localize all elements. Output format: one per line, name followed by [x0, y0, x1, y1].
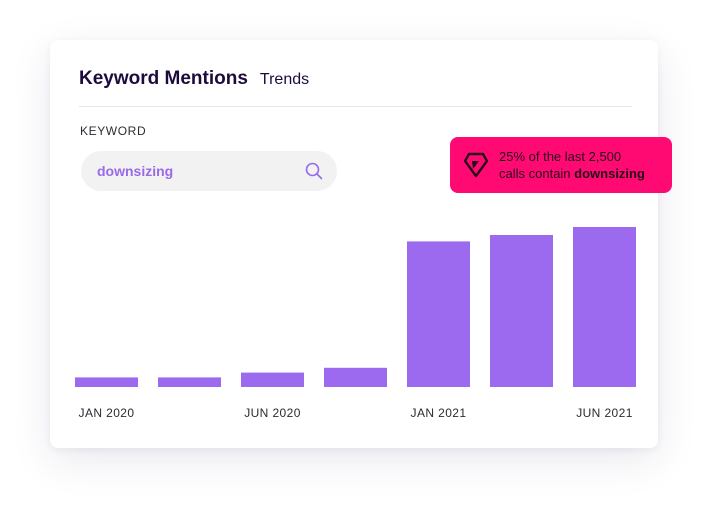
x-tick-label: JAN 2021 — [411, 406, 467, 420]
card-header: Keyword Mentions Trends — [79, 68, 309, 90]
chart-bars — [75, 227, 636, 387]
keyword-stat-callout: 25% of the last 2,500 calls contain down… — [450, 137, 672, 193]
chart-x-ticks: JAN 2020 JUN 2020 JAN 2021 JUN 2021 — [79, 406, 633, 420]
keyword-mentions-card: Keyword Mentions Trends KEYWORD downsizi… — [50, 40, 672, 448]
keyword-label: KEYWORD — [80, 124, 147, 138]
bar-5 — [407, 241, 470, 387]
bar-6 — [490, 235, 553, 387]
search-icon[interactable] — [305, 162, 323, 180]
header-divider — [79, 106, 632, 107]
x-tick-label: JAN 2020 — [79, 406, 135, 420]
callout-keyword: downsizing — [574, 166, 645, 181]
brand-logo-icon — [464, 152, 488, 178]
keyword-search-value[interactable]: downsizing — [97, 163, 174, 179]
bar-7 — [573, 227, 636, 387]
callout-line1: 25% of the last 2,500 — [499, 149, 622, 164]
bar-2 — [158, 377, 221, 387]
card-subtitle: Trends — [259, 71, 310, 88]
bar-3 — [241, 372, 304, 387]
bar-4 — [324, 367, 387, 387]
callout-text: 25% of the last 2,500 calls contain down… — [499, 148, 669, 182]
x-tick-label: JUN 2021 — [576, 406, 633, 420]
callout-line2-prefix: calls contain — [499, 166, 575, 181]
mentions-bar-chart: JAN 2020 JUN 2020 JAN 2021 JUN 2021 — [75, 227, 636, 420]
x-tick-label: JUN 2020 — [244, 406, 301, 420]
card-title: Keyword Mentions — [79, 68, 248, 89]
keyword-search-input[interactable]: downsizing — [81, 151, 337, 191]
bar-1 — [75, 377, 138, 387]
